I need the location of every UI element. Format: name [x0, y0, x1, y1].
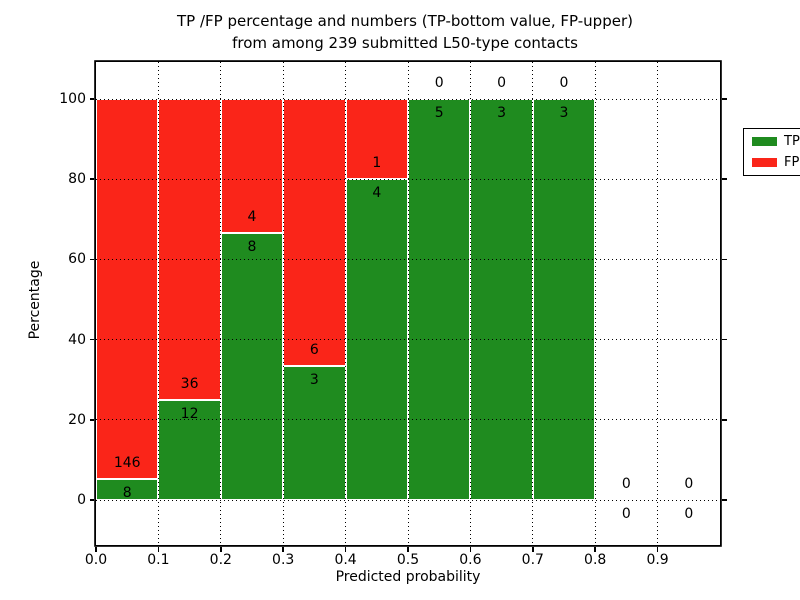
fp-count-label: 36: [180, 375, 199, 392]
x-tick: [344, 547, 347, 552]
fp-count-label: 0: [559, 75, 569, 91]
x-tick: [157, 547, 160, 552]
bar-segment-fp-3: [283, 99, 346, 367]
x-tick-label: 0.2: [209, 552, 232, 568]
y-tick: [89, 98, 94, 100]
x-tick: [282, 547, 284, 552]
y-tick-right: [722, 178, 727, 180]
tp-count-label: 5: [434, 105, 444, 121]
tp-count-label: 0: [621, 506, 631, 522]
x-tick: [656, 547, 659, 552]
fp-count-label: 6: [309, 342, 319, 359]
gridline-vertical: [657, 62, 659, 545]
bar-segment-fp-0: [96, 99, 159, 480]
gridline-vertical: [220, 62, 222, 545]
y-tick-label: 60: [68, 251, 86, 268]
tp-count-label: 3: [497, 105, 507, 121]
tp-count-label: 12: [180, 405, 199, 422]
tp-legend-swatch: [752, 137, 777, 146]
gridline-vertical: [407, 62, 409, 545]
fp-count-label: 0: [497, 75, 507, 91]
bar-segment-fp-2: [220, 99, 284, 233]
gridline-vertical: [532, 62, 534, 545]
gridline-vertical: [469, 62, 471, 545]
legend-item-tp: TP: [744, 133, 800, 150]
fp-count-label: 0: [434, 75, 444, 91]
y-tick-label: 0: [77, 492, 86, 508]
y-tick-right: [722, 499, 727, 501]
x-tick: [95, 547, 97, 552]
bar-segment-tp-2: [220, 232, 284, 500]
chart-title-line1: TP /FP percentage and numbers (TP-bottom…: [177, 12, 633, 30]
y-tick-label: 100: [59, 91, 86, 107]
y-tick-right: [722, 258, 727, 261]
tp-count-label: 0: [684, 506, 694, 522]
x-tick-label: 0.9: [646, 552, 669, 568]
bar-segment-tp-6: [470, 99, 533, 500]
tp-count-label: 3: [309, 372, 319, 389]
x-tick-label: 0.6: [459, 552, 482, 568]
y-tick-right: [722, 338, 727, 341]
tp-legend-label: TP: [784, 134, 800, 149]
x-tick-label: 0.8: [584, 552, 607, 568]
x-tick: [532, 547, 534, 552]
gridline-vertical: [594, 62, 596, 545]
x-tick-label: 0.0: [84, 552, 108, 568]
y-tick-right: [722, 98, 727, 100]
x-tick: [594, 547, 596, 552]
x-tick: [407, 547, 409, 552]
tp-count-label: 4: [372, 185, 382, 202]
gridline-vertical: [157, 62, 159, 545]
bar-segment-fp-4: [345, 99, 408, 180]
fp-count-label: 0: [621, 476, 631, 492]
x-tick-label: 0.5: [396, 552, 420, 568]
x-tick-label: 0.7: [521, 552, 544, 568]
bar-segment-tp-3: [283, 366, 346, 500]
y-tick: [89, 178, 94, 180]
y-tick: [89, 338, 94, 341]
x-tick: [469, 547, 472, 552]
y-tick: [89, 419, 94, 421]
bar-segment-tp-5: [408, 99, 471, 500]
gridline-vertical: [282, 62, 284, 545]
fp-count-label: 4: [247, 208, 257, 225]
y-axis-label: Percentage: [27, 260, 43, 340]
fp-count-label: 146: [113, 455, 141, 472]
legend-item-fp: FP: [744, 154, 800, 171]
gridline-vertical: [345, 62, 347, 545]
plot-area: TP FP 146 8 36 12 4 8 6 3 1 4 0 5 0 3 0 3 0 0 0 0: [96, 62, 800, 545]
fp-count-label: 0: [684, 476, 694, 492]
y-tick-right: [722, 419, 727, 421]
y-tick-label: 20: [68, 411, 86, 428]
tp-count-label: 8: [122, 485, 132, 502]
x-axis-label: Predicted probability: [335, 569, 481, 585]
x-tick-label: 0.4: [334, 552, 357, 568]
bar-segment-fp-1: [158, 99, 221, 400]
x-tick: [220, 547, 222, 552]
fp-count-label: 1: [372, 155, 382, 172]
fp-legend-label: FP: [784, 155, 800, 170]
y-tick: [89, 499, 94, 501]
bar-segment-tp-7: [532, 99, 596, 500]
chart-title: TP /FP percentage and numbers (TP-bottom…: [0, 10, 800, 54]
bar-segment-tp-1: [158, 399, 221, 500]
tp-count-label: 8: [247, 238, 257, 255]
tp-count-label: 3: [559, 105, 569, 121]
x-tick-label: 0.3: [272, 552, 295, 568]
chart-title-line2: from among 239 submitted L50-type contac…: [232, 34, 578, 52]
fp-legend-swatch: [752, 158, 777, 167]
x-tick-label: 0.1: [147, 552, 170, 568]
y-tick: [89, 258, 94, 261]
y-tick-label: 80: [68, 171, 86, 188]
legend: TP FP: [743, 128, 800, 176]
y-tick-label: 40: [68, 331, 86, 348]
bar-segment-tp-0: [96, 479, 159, 500]
